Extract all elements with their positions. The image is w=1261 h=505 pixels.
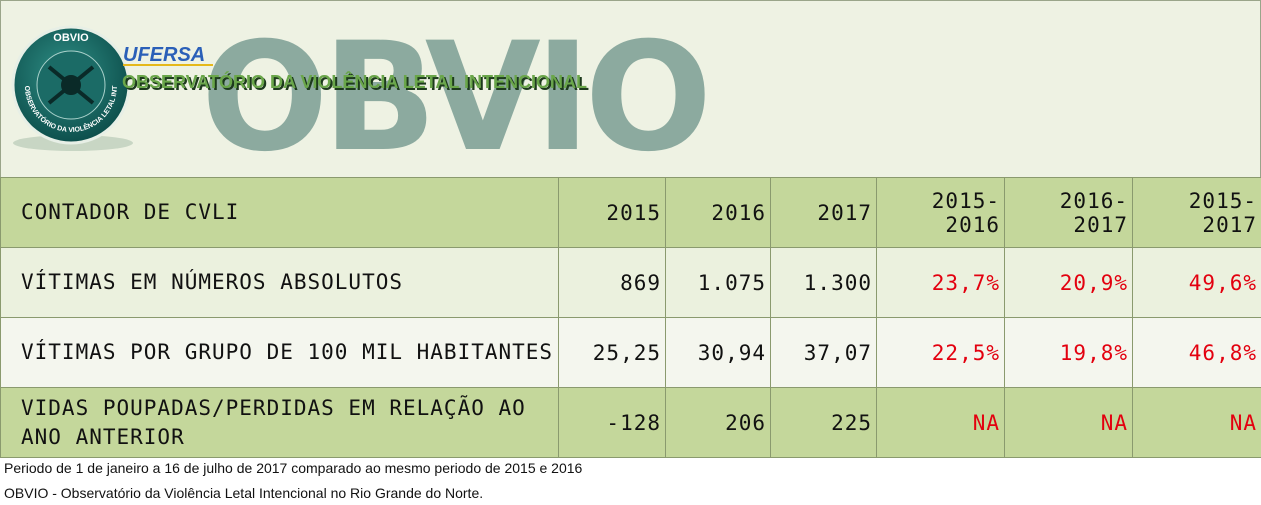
- cell: 20,9%: [1004, 247, 1133, 318]
- cell: 2015-2016: [876, 177, 1005, 248]
- logo: OBVIO OBSERVATÓRIO DA VIOLÊNCIA LETAL IN…: [0, 0, 712, 185]
- watermark: OBVIO: [201, 11, 706, 177]
- cell: 2016: [665, 177, 771, 248]
- cell: 23,7%: [876, 247, 1005, 318]
- row-label: CONTADOR DE CVLI: [0, 177, 559, 248]
- cell: 2015-2017: [1132, 177, 1261, 248]
- header-banner: OBVIO OBSERVATÓRIO DA VIOLÊNCIA LETAL IN…: [0, 0, 1261, 185]
- institution: UFERSA: [123, 44, 205, 66]
- cell: NA: [1004, 387, 1133, 458]
- cell: 225: [770, 387, 877, 458]
- cell: 46,8%: [1132, 317, 1261, 388]
- drone-icon: [47, 65, 95, 105]
- cell: 19,8%: [1004, 317, 1133, 388]
- cell: 2017: [770, 177, 877, 248]
- table-row: VIDAS POUPADAS/PERDIDAS EM RELAÇÃO AO AN…: [0, 387, 1261, 458]
- cell: 869: [558, 247, 666, 318]
- cell: 1.300: [770, 247, 877, 318]
- footnote: Periodo de 1 de janeiro a 16 de julho de…: [4, 460, 583, 476]
- table-row: VÍTIMAS EM NÚMEROS ABSOLUTOS 869 1.075 1.30…: [0, 247, 1261, 318]
- cell: 37,07: [770, 317, 877, 388]
- cell: 2016-2017: [1004, 177, 1133, 248]
- cvli-table: CONTADOR DE CVLI 2015 2016 2017 2015-2016 201…: [0, 177, 1261, 458]
- subtitle-shadow: OBSERVATÓRIO DA VIOLÊNCIA LETAL INTENCIO…: [124, 73, 589, 94]
- row-label: VÍTIMAS POR GRUPO DE 100 MIL HABITANTES: [0, 317, 559, 388]
- table-row: CONTADOR DE CVLI 2015 2016 2017 2015-2016 201…: [0, 177, 1261, 248]
- row-label: VIDAS POUPADAS/PERDIDAS EM RELAÇÃO AO AN…: [0, 387, 559, 458]
- cell: 49,6%: [1132, 247, 1261, 318]
- cell: 206: [665, 387, 771, 458]
- cell: 22,5%: [876, 317, 1005, 388]
- subtitle: OBSERVATÓRIO DA VIOLÊNCIA LETAL INTENCIO…: [122, 71, 587, 92]
- footnote: OBVIO - Observatório da Violência Letal …: [4, 485, 484, 501]
- cell: 30,94: [665, 317, 771, 388]
- table-row: VÍTIMAS POR GRUPO DE 100 MIL HABITANTES 2…: [0, 317, 1261, 388]
- cell: 25,25: [558, 317, 666, 388]
- cell: NA: [1132, 387, 1261, 458]
- cell: 1.075: [665, 247, 771, 318]
- row-label: VÍTIMAS EM NÚMEROS ABSOLUTOS: [0, 247, 559, 318]
- cell: -128: [558, 387, 666, 458]
- logo-badge: OBVIO: [53, 32, 89, 44]
- cell: NA: [876, 387, 1005, 458]
- cell: 2015: [558, 177, 666, 248]
